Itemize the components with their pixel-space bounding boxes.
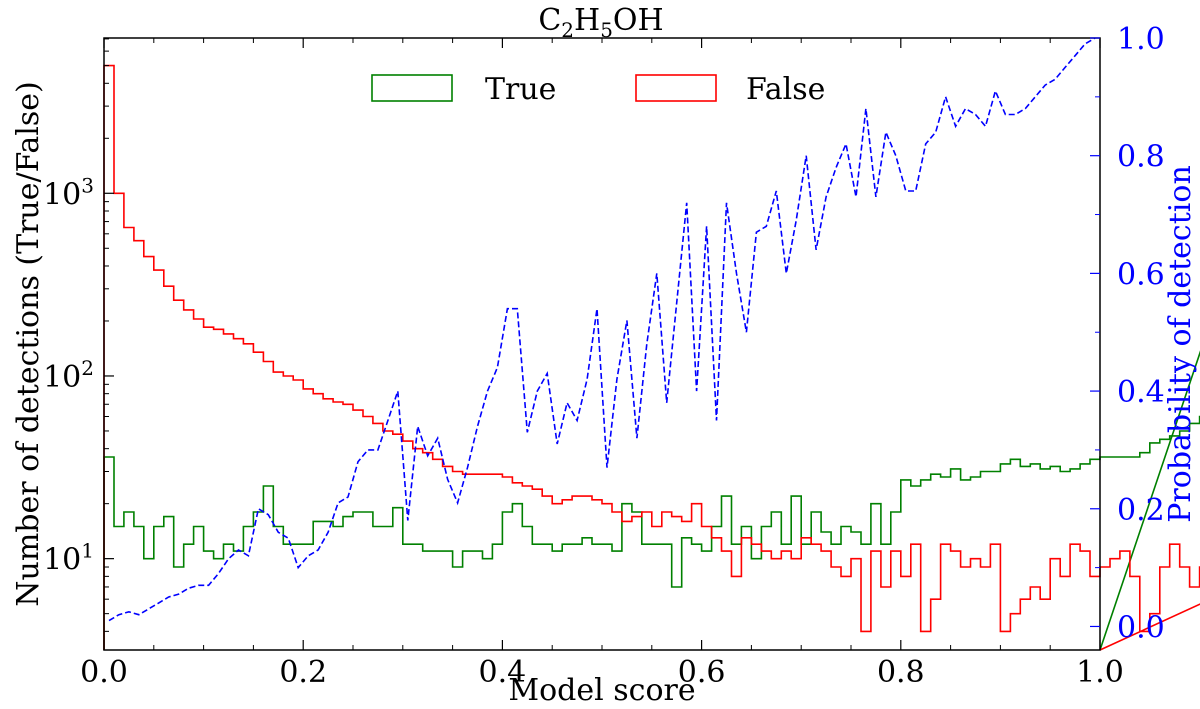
x-tick-label: 0.6 [678,655,726,690]
legend: True False [371,72,825,107]
legend-swatch-false [635,74,717,102]
y-right-tick-label: 0.4 [1117,375,1165,410]
series-true-histogram [103,350,1200,651]
legend-swatch-true [371,74,453,102]
y-axis-left: 101 102 103 [43,38,114,632]
plot-area [103,37,1200,651]
x-tick-label: 0.8 [877,655,925,690]
y-right-tick-label: 0.2 [1117,493,1165,528]
legend-label-false: False [746,72,825,107]
y-left-tick-label: 102 [43,356,94,395]
chart-title: C2H5OH [538,3,663,42]
x-tick-label: 1.0 [1076,655,1124,690]
y-right-tick-label: 0.0 [1117,610,1165,645]
series-false-histogram [103,64,1200,651]
y-axis-right-label: Probability of detection [1163,165,1198,523]
series-probability-line [108,37,1096,622]
y-right-tick-label: 1.0 [1117,22,1165,57]
y-right-tick-label: 0.8 [1117,140,1165,175]
x-tick-label: 0.4 [479,655,527,690]
x-tick-label: 0.2 [279,655,327,690]
y-axis-left-label: Number of detections (True/False) [11,81,46,606]
y-axis-right: 0.0 0.2 0.4 0.6 0.8 1.0 [1090,22,1165,645]
y-left-tick-label: 103 [43,173,94,212]
y-left-tick-label: 101 [43,539,94,578]
y-right-tick-label: 0.6 [1117,257,1165,292]
x-axis: 0.0 0.2 0.4 0.6 0.8 1.0 [80,38,1124,690]
x-tick-label: 0.0 [80,655,128,690]
legend-label-true: True [485,72,556,107]
x-axis-label: Model score [508,673,695,708]
